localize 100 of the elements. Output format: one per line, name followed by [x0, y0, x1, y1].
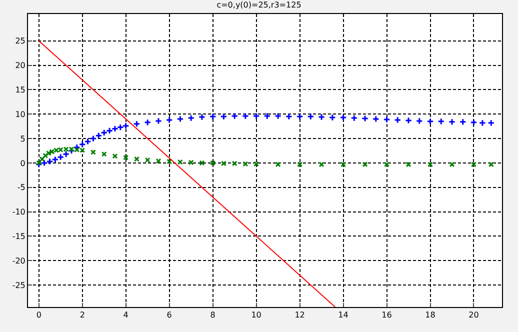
point [242, 161, 248, 167]
y-tick-label: -10 [12, 208, 26, 217]
y-tick-label: 25 [15, 36, 26, 46]
point [404, 116, 412, 124]
point [199, 160, 205, 166]
point [144, 157, 150, 163]
point [111, 125, 119, 132]
point [428, 162, 433, 168]
point [95, 132, 102, 140]
y-tick-label: 10 [15, 110, 26, 119]
x-tick-label: 16 [382, 310, 392, 320]
point [39, 156, 45, 162]
point [350, 114, 358, 122]
point [470, 162, 476, 168]
point [297, 162, 303, 168]
point [90, 149, 96, 155]
point [361, 114, 369, 122]
y-tick-label: 20 [15, 61, 26, 70]
x-tick-label: 14 [338, 310, 348, 320]
point [40, 159, 48, 166]
point [90, 134, 97, 142]
point [448, 118, 456, 126]
point [78, 140, 86, 148]
point [340, 114, 347, 122]
point [220, 160, 226, 166]
point [232, 160, 238, 166]
y-tick-label: -5 [17, 183, 26, 192]
point [296, 113, 304, 120]
x-tick-label: 12 [294, 310, 305, 320]
point [46, 158, 54, 166]
point [307, 113, 314, 120]
point [188, 114, 195, 122]
chart-title: c=0,y(0)=25,r3=125 [216, 0, 302, 10]
point [406, 162, 412, 168]
point [426, 118, 434, 125]
point [154, 117, 162, 124]
point [383, 116, 390, 124]
y-tick-label: -15 [12, 232, 26, 241]
y-tick-label: 0 [20, 158, 26, 168]
point [57, 154, 64, 161]
y-tick-label: 5 [20, 134, 26, 144]
point [449, 162, 455, 168]
point [133, 120, 140, 128]
point [188, 160, 194, 166]
point [166, 116, 173, 124]
point [328, 114, 336, 122]
point [384, 162, 390, 168]
point [231, 112, 238, 120]
point [198, 113, 206, 121]
point [123, 154, 129, 160]
point [372, 115, 380, 123]
point [209, 113, 216, 120]
point [122, 122, 130, 130]
point [156, 158, 162, 164]
point [470, 118, 478, 126]
point [275, 162, 281, 168]
point [252, 112, 260, 120]
point [318, 162, 324, 168]
point [210, 160, 216, 166]
point [46, 150, 52, 156]
point [134, 156, 140, 162]
point [220, 113, 228, 120]
point [438, 118, 445, 125]
x-tick-label: 0 [36, 310, 42, 320]
y-tick-label: -25 [12, 280, 26, 290]
x-tick-label: 20 [468, 310, 479, 320]
point [254, 161, 260, 167]
point [100, 129, 108, 136]
point [144, 118, 152, 126]
point [112, 153, 118, 159]
x-tick-label: 6 [166, 310, 172, 320]
point [488, 119, 495, 126]
point [84, 138, 92, 146]
point [274, 112, 282, 120]
point [106, 127, 114, 134]
x-tick-label: 2 [80, 310, 85, 320]
x-tick-label: 18 [425, 310, 436, 320]
x-tick-label: 10 [251, 310, 262, 320]
point [416, 117, 423, 124]
point [394, 116, 402, 124]
point [242, 112, 249, 120]
point [42, 152, 48, 158]
point [176, 115, 184, 123]
point [177, 159, 183, 165]
point [318, 113, 326, 121]
y-tick-label: -20 [12, 256, 26, 266]
point [101, 151, 107, 157]
point [478, 119, 486, 126]
point [264, 112, 271, 120]
point [285, 113, 292, 120]
point [116, 124, 124, 131]
point [52, 156, 59, 164]
x-tick-label: 8 [210, 310, 216, 320]
y-tick-label: 15 [15, 85, 26, 94]
point [488, 162, 494, 168]
x-tick-label: 4 [123, 310, 128, 320]
point [459, 118, 466, 126]
point [362, 162, 368, 168]
point [340, 162, 346, 168]
point [62, 150, 70, 158]
